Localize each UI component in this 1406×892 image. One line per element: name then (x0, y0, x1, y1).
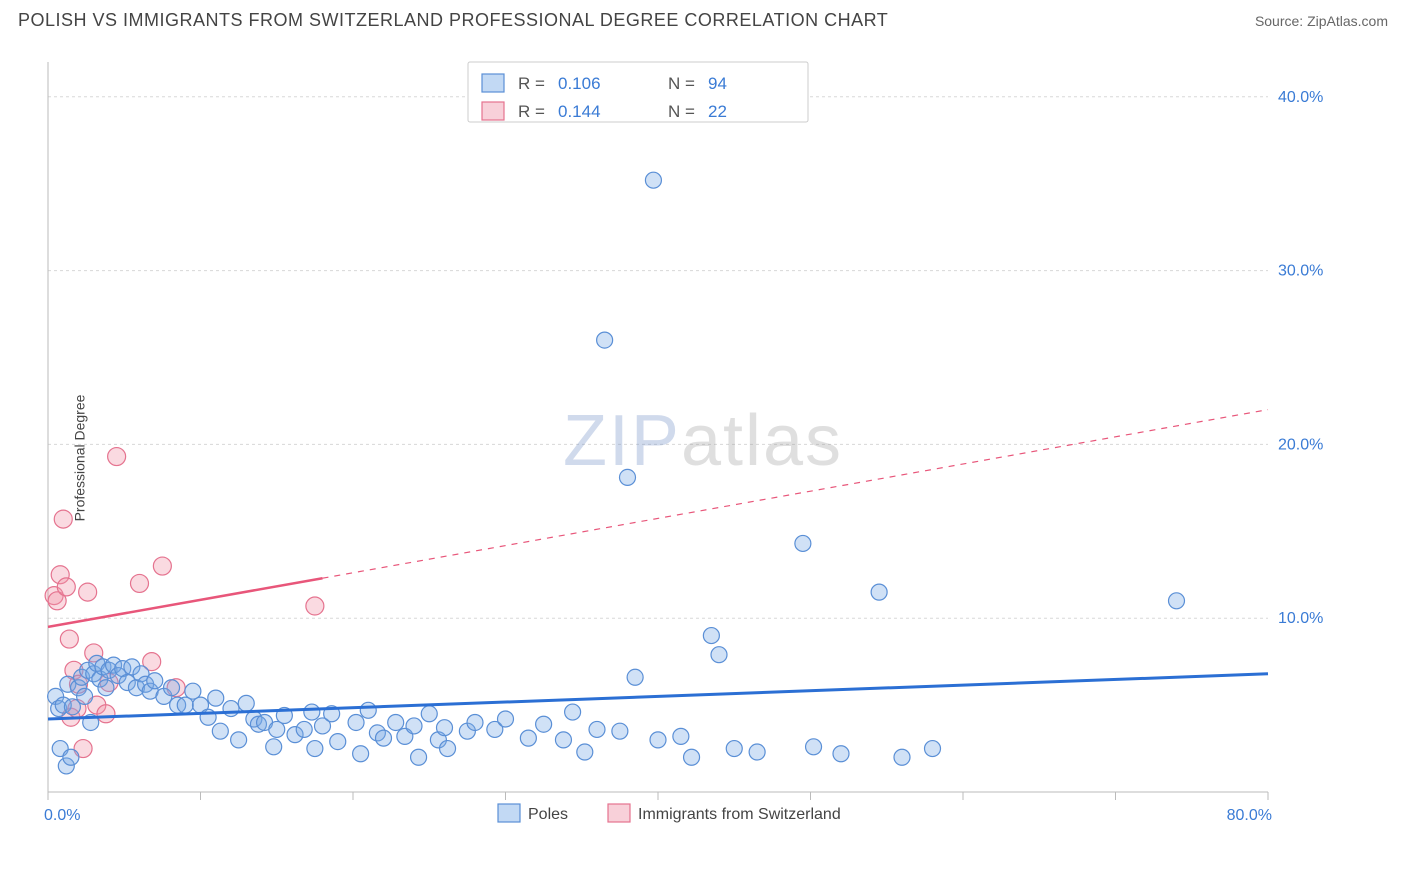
poles-point (330, 734, 346, 750)
chart-area: Professional Degree ZIPatlas 10.0%20.0%3… (18, 42, 1388, 874)
bottom-legend-swatch (498, 804, 520, 822)
poles-point (238, 695, 254, 711)
swiss-point (79, 583, 97, 601)
poles-point (711, 647, 727, 663)
swiss-point (60, 630, 78, 648)
poles-point (440, 741, 456, 757)
poles-point (63, 749, 79, 765)
poles-point (520, 730, 536, 746)
poles-point (650, 732, 666, 748)
legend-swatch (482, 102, 504, 120)
y-tick-label: 40.0% (1278, 89, 1323, 106)
poles-point (411, 749, 427, 765)
legend-n-value: 94 (708, 74, 727, 93)
poles-point (376, 730, 392, 746)
poles-point (437, 720, 453, 736)
source-name: ZipAtlas.com (1307, 13, 1388, 29)
legend-r-label: R = (518, 102, 545, 121)
poles-point (620, 469, 636, 485)
poles-point (536, 716, 552, 732)
poles-point (925, 741, 941, 757)
scatter-plot: 10.0% 20.0% 30.0% 40.0% 0.0% 80.0% R = 0.106 N =… (18, 42, 1338, 832)
x-tick-label: 80.0% (1227, 807, 1272, 824)
poles-point (806, 739, 822, 755)
poles-point (795, 535, 811, 551)
poles-point (406, 718, 422, 734)
legend-r-value: 0.144 (558, 102, 601, 121)
poles-point (645, 172, 661, 188)
poles-point (589, 721, 605, 737)
poles-point (833, 746, 849, 762)
poles-point (208, 690, 224, 706)
bottom-legend-swatch (608, 804, 630, 822)
poles-point (871, 584, 887, 600)
poles-point (231, 732, 247, 748)
source-attribution: Source: ZipAtlas.com (1255, 13, 1388, 29)
poles-point (147, 673, 163, 689)
poles-point (703, 628, 719, 644)
header: POLISH VS IMMIGRANTS FROM SWITZERLAND PR… (0, 0, 1406, 35)
poles-point (98, 680, 114, 696)
x-tick-label: 0.0% (44, 807, 80, 824)
poles-point (1169, 593, 1185, 609)
poles-point (555, 732, 571, 748)
bottom-legend-label: Poles (528, 806, 568, 823)
bottom-legend-label: Immigrants from Switzerland (638, 806, 841, 823)
poles-point (684, 749, 700, 765)
legend-r-value: 0.106 (558, 74, 601, 93)
swiss-point (54, 510, 72, 528)
poles-point (164, 680, 180, 696)
poles-point (307, 741, 323, 757)
poles-point (212, 723, 228, 739)
y-axis-label: Professional Degree (71, 395, 87, 522)
y-tick-label: 10.0% (1278, 610, 1323, 627)
swiss-point (57, 578, 75, 596)
swiss-trendline-dashed (323, 410, 1269, 579)
poles-point (627, 669, 643, 685)
source-label: Source: (1255, 13, 1303, 29)
swiss-point (131, 574, 149, 592)
poles-point (77, 688, 93, 704)
swiss-point (97, 705, 115, 723)
poles-point (304, 704, 320, 720)
poles-point (565, 704, 581, 720)
legend-n-label: N = (668, 74, 695, 93)
legend-n-value: 22 (708, 102, 727, 121)
poles-point (577, 744, 593, 760)
poles-point (749, 744, 765, 760)
y-tick-label: 20.0% (1278, 436, 1323, 453)
poles-point (597, 332, 613, 348)
swiss-point (108, 448, 126, 466)
swiss-point (153, 557, 171, 575)
swiss-point (306, 597, 324, 615)
legend-r-label: R = (518, 74, 545, 93)
poles-point (360, 702, 376, 718)
poles-point (498, 711, 514, 727)
poles-point (348, 714, 364, 730)
poles-point (421, 706, 437, 722)
poles-point (467, 714, 483, 730)
legend-n-label: N = (668, 102, 695, 121)
poles-point (266, 739, 282, 755)
poles-point (726, 741, 742, 757)
poles-point (673, 728, 689, 744)
poles-point (223, 701, 239, 717)
chart-title: POLISH VS IMMIGRANTS FROM SWITZERLAND PR… (18, 10, 888, 31)
poles-trendline (48, 674, 1268, 719)
y-tick-label: 30.0% (1278, 263, 1323, 280)
poles-point (388, 714, 404, 730)
poles-point (894, 749, 910, 765)
poles-point (296, 721, 312, 737)
poles-point (353, 746, 369, 762)
legend-swatch (482, 74, 504, 92)
poles-point (612, 723, 628, 739)
